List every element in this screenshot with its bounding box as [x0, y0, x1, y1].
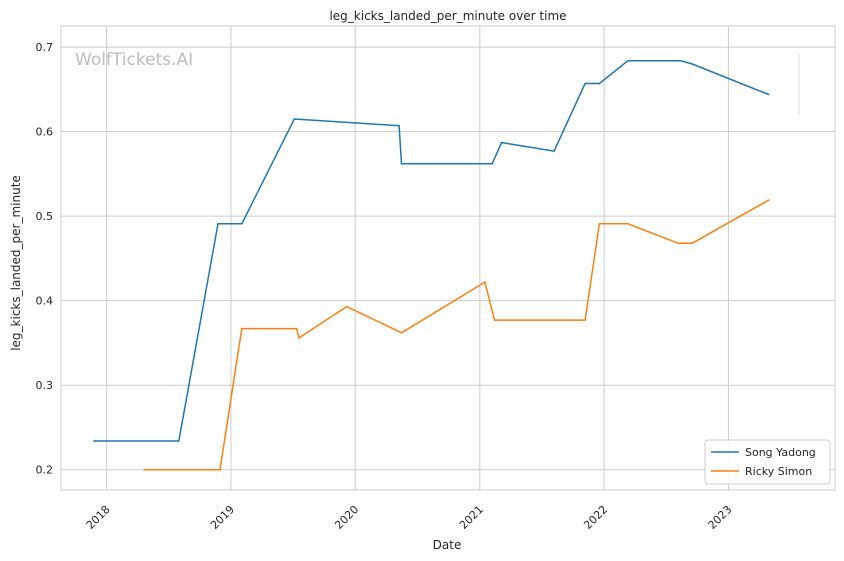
data-point-song-yadong-7	[491, 163, 493, 165]
plot-frame	[60, 25, 836, 491]
watermark-text: WolfTickets.AI	[75, 50, 193, 70]
y-tick-label-0.6: 0.6	[36, 126, 54, 139]
y-tick-label-0.4: 0.4	[36, 295, 54, 308]
series-line-song-yadong	[94, 59, 769, 442]
data-point-song-yadong-5	[398, 124, 400, 127]
data-point-ricky-simon-6	[400, 332, 403, 334]
data-point-song-yadong-9	[553, 150, 555, 152]
series-layer	[93, 59, 770, 471]
data-point-ricky-simon-2	[241, 327, 243, 330]
y-axis-title: leg_kicks_landed_per_minute	[9, 175, 23, 351]
data-point-song-yadong-10	[584, 82, 586, 85]
data-point-song-yadong-15	[767, 93, 770, 96]
grid	[61, 26, 835, 490]
data-point-song-yadong-13	[679, 59, 682, 62]
data-point-song-yadong-6	[400, 163, 403, 165]
legend: Song Yadong Ricky Simon	[704, 439, 831, 485]
data-point-song-yadong-11	[598, 82, 601, 85]
data-point-ricky-simon-8	[493, 319, 496, 321]
y-tick-label-0.3: 0.3	[36, 379, 54, 392]
data-point-ricky-simon-11	[627, 223, 629, 225]
data-point-ricky-simon-9	[584, 319, 586, 321]
data-point-song-yadong-8	[500, 141, 503, 144]
data-point-ricky-simon-14	[767, 199, 770, 201]
legend-label-ricky-simon: Ricky Simon	[745, 465, 812, 478]
data-point-ricky-simon-13	[691, 242, 694, 244]
data-point-ricky-simon-5	[345, 305, 348, 308]
legend-box	[704, 439, 831, 485]
data-point-song-yadong-2	[217, 223, 219, 225]
data-point-song-yadong-4	[293, 118, 296, 120]
data-point-ricky-simon-12	[677, 242, 679, 244]
data-point-song-yadong-14	[691, 63, 694, 65]
y-tick-label-0.5: 0.5	[36, 210, 54, 223]
data-point-ricky-simon-1	[219, 468, 221, 471]
data-point-ricky-simon-7	[484, 281, 486, 283]
y-tick-label-0.2: 0.2	[36, 464, 54, 477]
data-point-ricky-simon-4	[298, 337, 300, 339]
data-point-ricky-simon-3	[295, 327, 298, 330]
data-point-ricky-simon-10	[598, 223, 601, 225]
data-point-song-yadong-3	[241, 223, 243, 225]
data-point-song-yadong-0	[93, 440, 95, 442]
data-point-song-yadong-12	[627, 59, 629, 62]
data-point-ricky-simon-0	[143, 468, 145, 471]
legend-label-song-yadong: Song Yadong	[745, 446, 816, 459]
data-point-song-yadong-1	[178, 440, 180, 442]
y-tick-label-0.7: 0.7	[36, 41, 54, 54]
chart-title: leg_kicks_landed_per_minute over time	[329, 9, 566, 23]
x-axis-title: Date	[433, 538, 462, 552]
